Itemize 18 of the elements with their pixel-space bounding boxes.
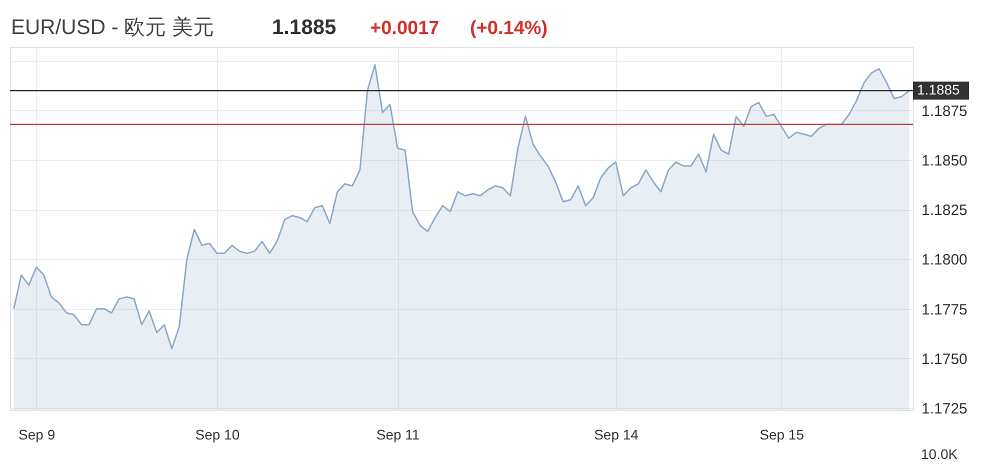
x-tick-label: Sep 14 <box>594 426 639 442</box>
x-tick-label: Sep 11 <box>376 426 420 442</box>
text: (+0.14%) <box>470 18 548 39</box>
text: 10.0K <box>921 446 958 462</box>
text: 1.1885 <box>272 16 337 39</box>
y-tick-label: 1.1800 <box>922 252 968 269</box>
x-tick-label: Sep 9 <box>18 426 56 442</box>
text: +0.0017 <box>370 18 440 39</box>
x-tick-label: Sep 10 <box>195 426 240 442</box>
y-tick-label: 1.1825 <box>922 202 968 220</box>
y-tick-label: 1.1850 <box>922 152 968 170</box>
y-tick-label: 1.1875 <box>922 102 968 120</box>
chart-title: EUR/USD - 欧元 美元 <box>11 16 214 39</box>
x-tick-label: Sep 15 <box>760 426 804 442</box>
y-tick-label: 1.1725 <box>922 400 968 418</box>
ref-line-label: 1.1885 <box>917 82 960 98</box>
y-tick-label: 1.1775 <box>922 301 968 318</box>
y-tick-label: 1.1750 <box>922 350 968 368</box>
